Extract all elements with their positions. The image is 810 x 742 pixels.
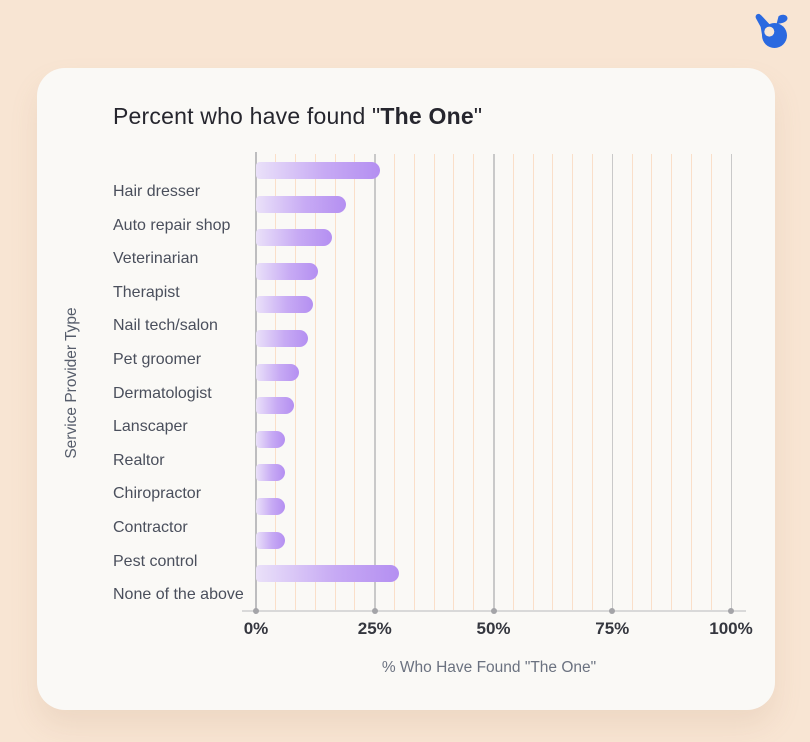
minor-gridline	[334, 154, 336, 611]
minor-gridline	[512, 154, 514, 611]
x-tick-label: 25%	[357, 619, 392, 638]
category-label: Auto repair shop	[113, 216, 231, 234]
x-tick-label: 75%	[595, 619, 630, 638]
category-label: Realtor	[113, 451, 165, 469]
axis-tick-dot	[371, 608, 378, 614]
x-tick-label: 50%	[476, 619, 511, 638]
bar	[256, 531, 285, 549]
minor-gridline	[532, 154, 534, 611]
minor-gridline	[552, 154, 554, 611]
y-axis-title: Service Provider Type	[63, 307, 80, 459]
category-label: Nail tech/salon	[113, 317, 218, 335]
category-label: Veterinarian	[113, 250, 199, 268]
chart-title-quote: "	[473, 103, 483, 129]
minor-gridline	[631, 154, 633, 611]
category-label: Contractor	[113, 519, 188, 536]
minor-gridline	[453, 154, 455, 611]
bar	[256, 363, 299, 381]
chart-title-bold: The One	[380, 103, 474, 129]
bar	[256, 498, 285, 515]
bar	[256, 262, 318, 280]
axis-tick-dot	[253, 608, 259, 614]
bar	[256, 162, 380, 179]
minor-gridline	[671, 154, 673, 611]
minor-gridline	[690, 154, 692, 611]
category-label: Pest control	[113, 552, 198, 570]
minor-gridline	[295, 154, 297, 611]
category-label: Hair dresser	[113, 183, 201, 200]
major-gridline	[374, 154, 376, 611]
minor-gridline	[651, 154, 653, 611]
bar	[256, 330, 309, 347]
bar	[256, 296, 313, 314]
minor-gridline	[473, 154, 475, 611]
major-gridline	[611, 154, 614, 611]
minor-gridline	[394, 154, 396, 611]
minor-gridline	[413, 154, 415, 611]
category-label: Dermatologist	[113, 384, 212, 402]
y-axis-line	[255, 152, 257, 611]
major-gridline	[730, 154, 732, 611]
category-label: Pet groomer	[113, 351, 202, 368]
minor-gridline	[354, 154, 356, 611]
birdeye-bird-logo-icon	[755, 13, 788, 48]
bar	[256, 397, 294, 415]
axis-tick-dot	[490, 608, 497, 614]
chart-title: Percent who have found "The One"	[113, 103, 482, 130]
category-label: Lanscaper	[113, 418, 188, 436]
bar	[256, 430, 285, 448]
chart-title-regular: Percent who have found "	[113, 103, 381, 129]
minor-gridline	[710, 154, 712, 611]
bar	[256, 464, 285, 482]
minor-gridline	[314, 154, 316, 611]
minor-gridline	[433, 154, 435, 611]
bar	[256, 195, 347, 213]
axis-tick-dot	[609, 608, 616, 614]
major-gridline	[493, 154, 495, 611]
x-tick-label: 100%	[709, 619, 753, 638]
x-axis-title: % Who Have Found "The One"	[381, 659, 597, 676]
category-label: Therapist	[113, 283, 180, 301]
category-label: None of the above	[113, 586, 244, 604]
minor-gridline	[572, 154, 574, 611]
category-label: Chiropractor	[113, 485, 202, 503]
bar	[256, 229, 332, 247]
axis-tick-dot	[728, 608, 734, 614]
minor-gridline	[591, 154, 593, 611]
x-tick-label: 0%	[243, 619, 269, 638]
bar	[256, 565, 399, 583]
minor-gridline	[275, 154, 277, 611]
